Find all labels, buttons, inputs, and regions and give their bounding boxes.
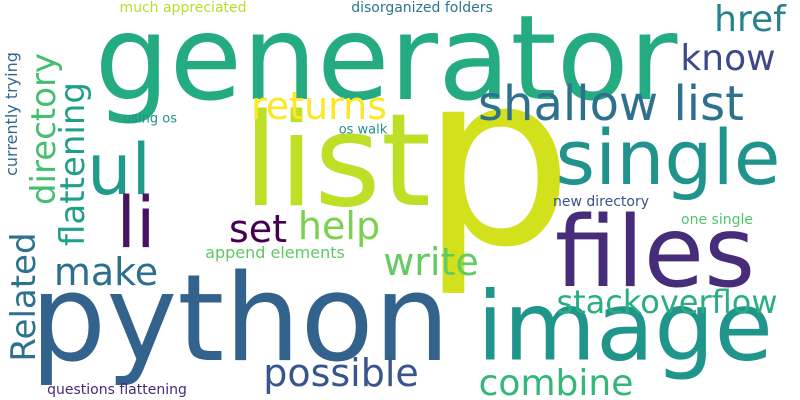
word-using-os: using os xyxy=(123,111,177,127)
word-files: files xyxy=(554,196,756,310)
word-disorganized-folders: disorganized folders xyxy=(351,0,493,16)
word-p: p xyxy=(420,20,574,300)
word-shallow-list: shallow list xyxy=(478,76,744,132)
word-make: make xyxy=(53,250,159,294)
word-possible: possible xyxy=(263,351,419,395)
word-flattening: flattening xyxy=(53,82,93,246)
word-one-single: one single xyxy=(681,212,753,228)
word-returns: returns xyxy=(251,84,387,128)
word-li: li xyxy=(116,182,156,264)
word-append-elements: append elements xyxy=(205,243,345,262)
word-new-directory: new directory xyxy=(552,194,650,210)
word-stackoverflow: stackoverflow xyxy=(556,283,778,321)
word-currently-trying: currently trying xyxy=(2,52,21,176)
word-write: write xyxy=(383,240,479,284)
word-generator: generator xyxy=(94,0,678,127)
word-set: set xyxy=(228,207,288,251)
word-know: know xyxy=(680,38,776,79)
word-help: help xyxy=(297,204,381,248)
word-related: Related xyxy=(4,232,44,362)
word-ul: ul xyxy=(87,129,151,211)
word-list: list xyxy=(243,87,431,236)
word-os-walk: os walk xyxy=(338,122,388,138)
word-combine: combine xyxy=(478,363,634,400)
word-questions-flattening: questions flattening xyxy=(47,382,187,398)
word-single: single xyxy=(555,113,781,202)
word-much-appreciated: much appreciated xyxy=(119,0,247,16)
word-python: python xyxy=(30,250,450,389)
word-image: image xyxy=(477,272,773,383)
word-href: href xyxy=(714,0,786,40)
